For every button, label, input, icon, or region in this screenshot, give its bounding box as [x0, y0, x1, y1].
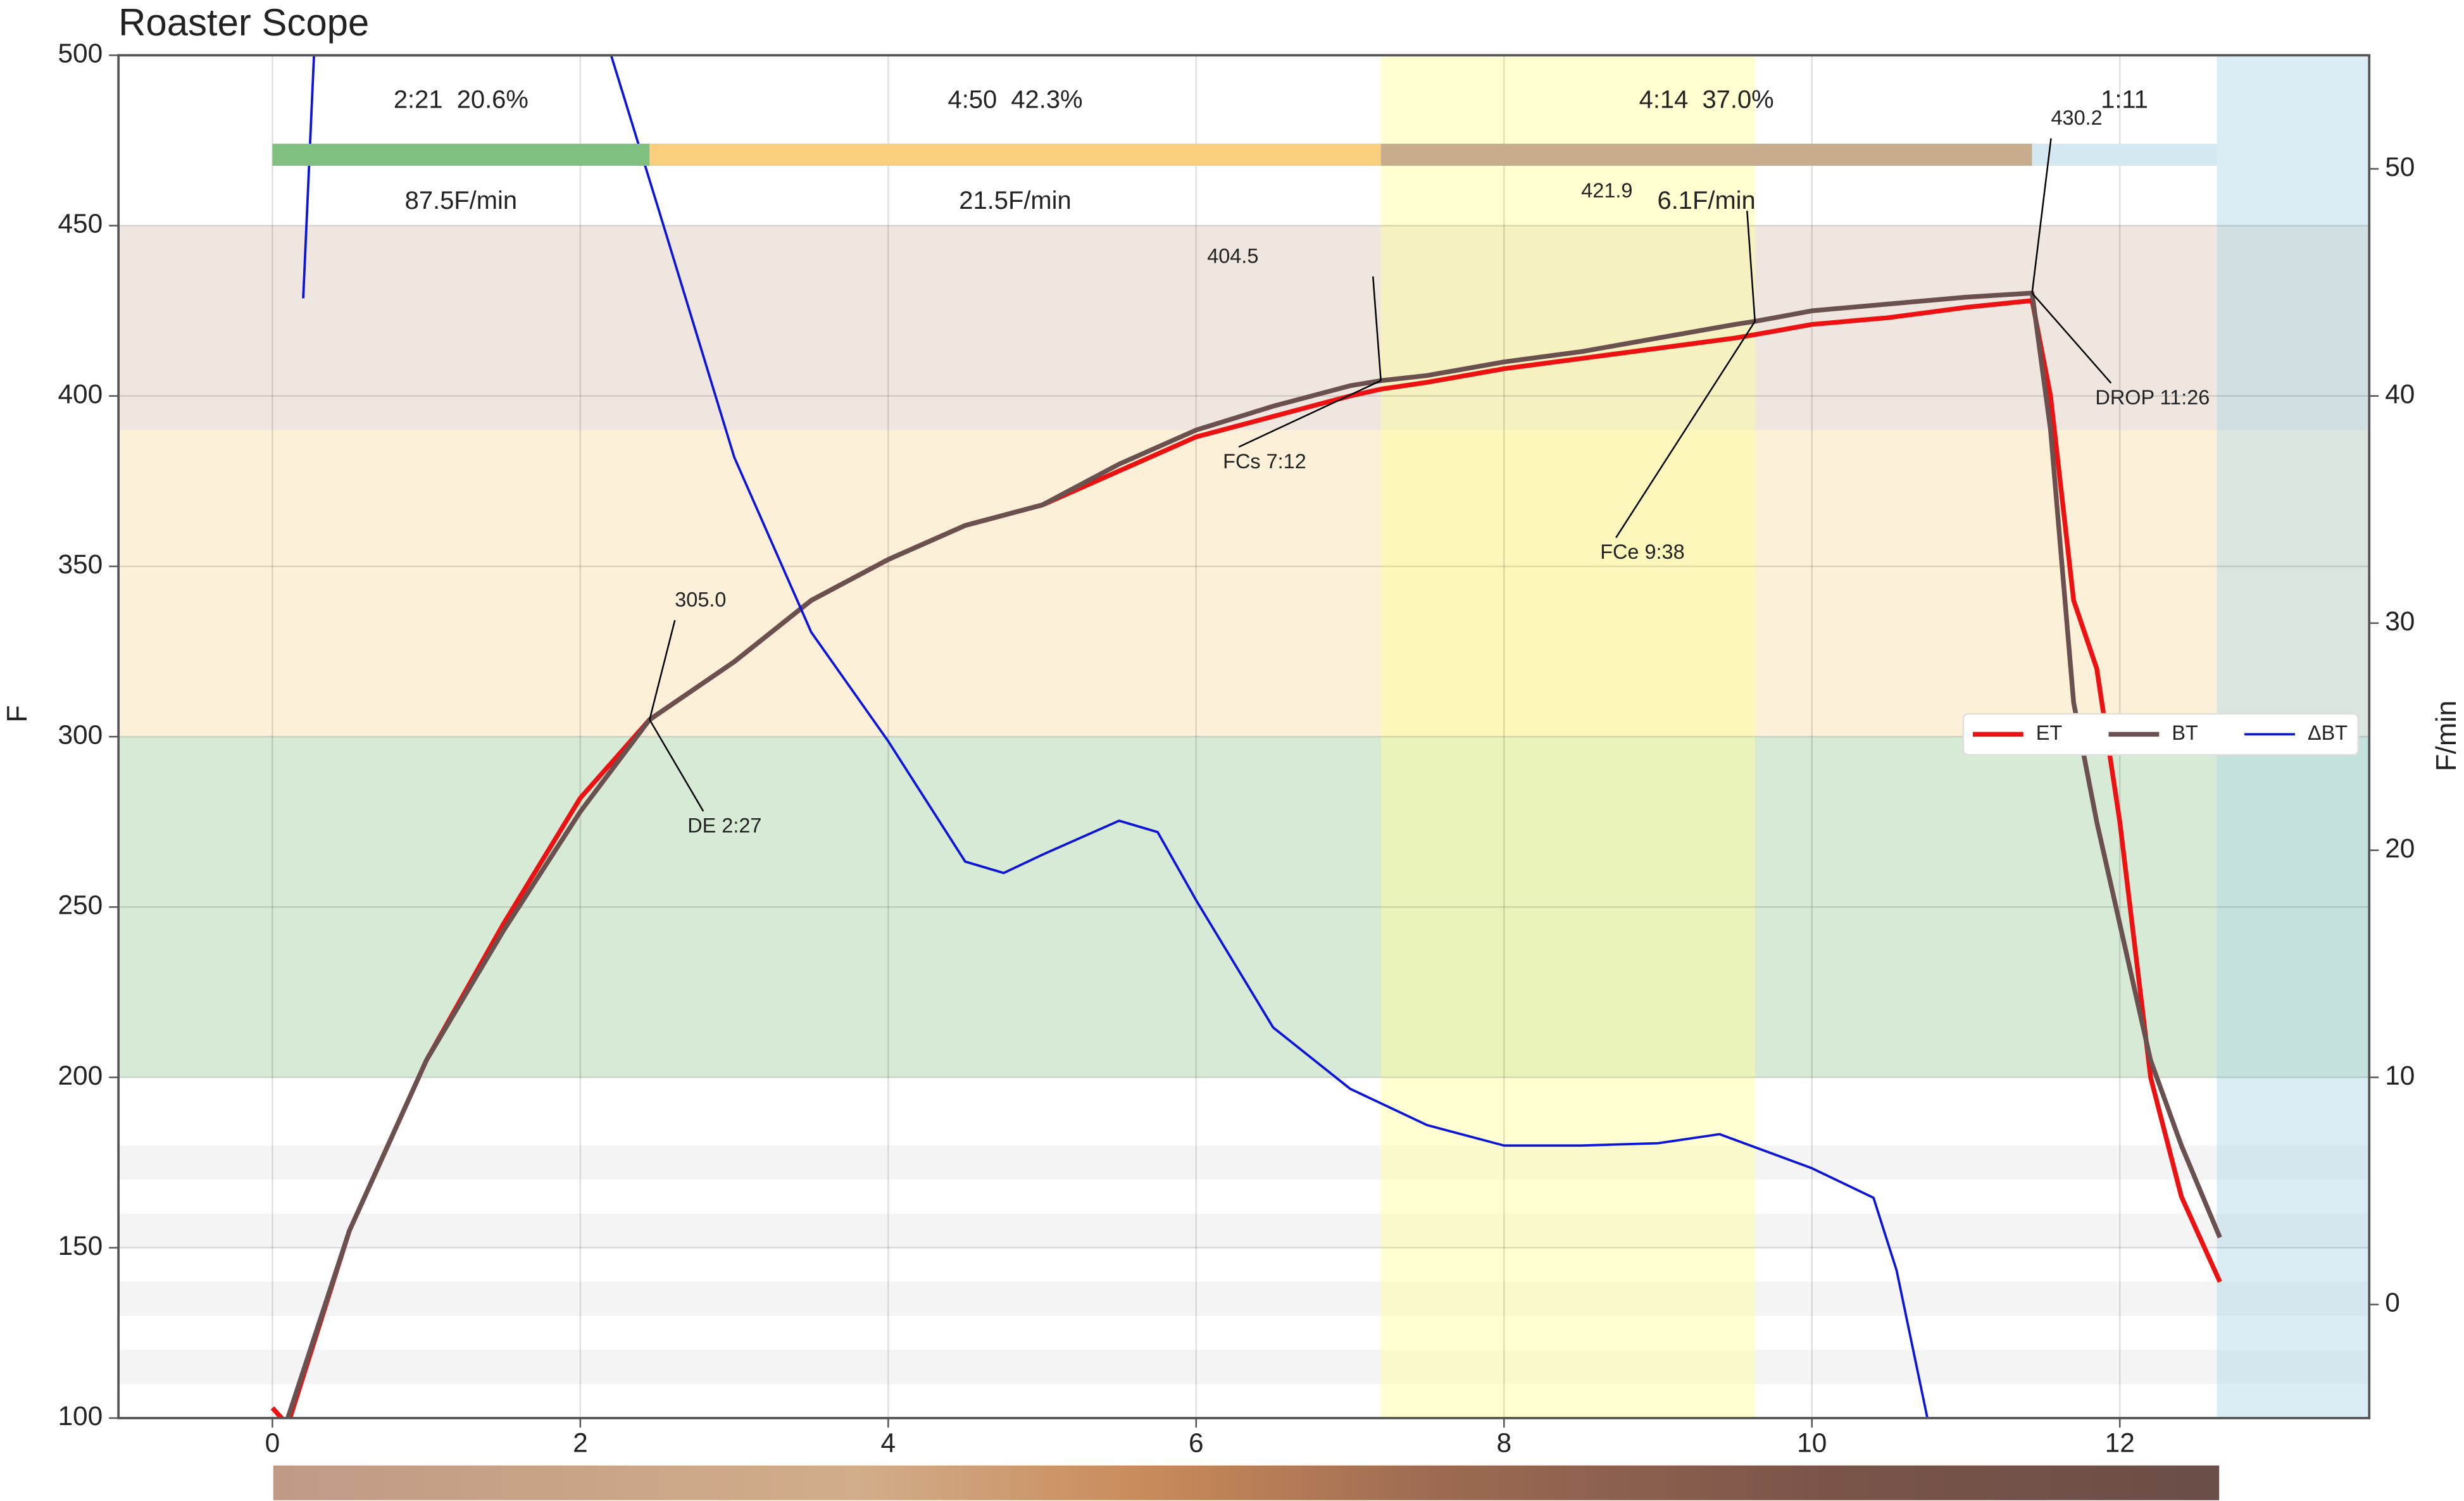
event-value-label: 404.5	[1207, 244, 1258, 267]
chart-title: Roaster Scope	[118, 1, 369, 44]
event-label: DE 2:27	[687, 814, 761, 837]
x-tick-label: 0	[265, 1428, 280, 1458]
y2-tick-label: 20	[2385, 833, 2415, 863]
y-tick-label: 250	[58, 890, 103, 920]
y-band	[118, 737, 2370, 1078]
event-value-label: 421.9	[1581, 179, 1632, 202]
phase-bar	[649, 144, 1381, 166]
x-tick-label: 6	[1189, 1428, 1204, 1458]
y-tick-label: 350	[58, 549, 103, 579]
y-band	[118, 430, 2370, 737]
plot-frame	[117, 54, 2371, 1419]
y-band	[118, 1281, 2370, 1316]
event-leader	[649, 719, 704, 812]
y-band	[118, 1213, 2370, 1248]
legend-label: BT	[2172, 721, 2198, 744]
y-band	[118, 1350, 2370, 1385]
x-tick-label: 2	[573, 1428, 588, 1458]
series-line	[285, 290, 2222, 1418]
y-band	[118, 225, 2370, 430]
y-tick-label: 200	[58, 1061, 103, 1090]
legend-label: ET	[2036, 721, 2063, 744]
event-value-label: 305.0	[675, 589, 726, 611]
event-leader	[1372, 276, 1382, 381]
x-tick-label: 10	[1797, 1428, 1827, 1458]
x-tick-label: 8	[1496, 1428, 1511, 1458]
color-bar	[273, 1465, 2220, 1500]
phase-label: 4:14 37.0%	[1639, 85, 1774, 113]
series-line	[302, 55, 1929, 1418]
phase-rate: 21.5F/min	[959, 187, 1071, 215]
phase-bar	[272, 144, 650, 166]
legend-box	[1962, 713, 2360, 756]
event-leader	[2031, 292, 2112, 384]
phase-label: 4:50 42.3%	[948, 85, 1083, 113]
y2-tick-label: 40	[2385, 379, 2415, 409]
event-leader	[2031, 138, 2052, 294]
phase-label: 1:11	[2101, 85, 2148, 113]
y2-axis-label: F/min	[2430, 701, 2462, 771]
y-band	[118, 1145, 2370, 1180]
y2-tick-label: 10	[2385, 1061, 2415, 1090]
event-label: FCe 9:38	[1600, 540, 1684, 563]
y-tick-label: 150	[58, 1231, 103, 1261]
event-leader	[1615, 321, 1756, 539]
y-tick-label: 450	[58, 209, 103, 239]
x-tick-label: 4	[881, 1428, 896, 1458]
event-value-label: 430.2	[2051, 106, 2103, 129]
y2-tick-label: 0	[2385, 1288, 2400, 1317]
phase-rate: 87.5F/min	[405, 187, 517, 215]
x-span	[1380, 55, 1755, 1418]
y-axis-label: F	[1, 705, 33, 722]
phase-rate: 6.1F/min	[1658, 187, 1756, 215]
y2-tick-label: 30	[2385, 606, 2415, 636]
legend-label: ΔBT	[2308, 721, 2348, 744]
event-label: FCs 7:12	[1223, 450, 1306, 473]
event-leader	[1238, 380, 1382, 448]
y-tick-label: 300	[58, 719, 103, 749]
event-leader	[649, 620, 676, 720]
y-tick-label: 400	[58, 379, 103, 409]
event-leader	[1746, 211, 1756, 321]
phase-label: 2:21 20.6%	[394, 85, 528, 113]
y-tick-label: 100	[58, 1401, 103, 1431]
y-tick-label: 500	[58, 39, 103, 68]
series-line	[270, 298, 2222, 1418]
event-label: DROP 11:26	[2095, 386, 2210, 409]
x-tick-label: 12	[2105, 1428, 2135, 1458]
y2-tick-label: 50	[2385, 152, 2415, 182]
phase-bar	[2032, 144, 2217, 166]
phase-bar	[1380, 144, 2032, 166]
